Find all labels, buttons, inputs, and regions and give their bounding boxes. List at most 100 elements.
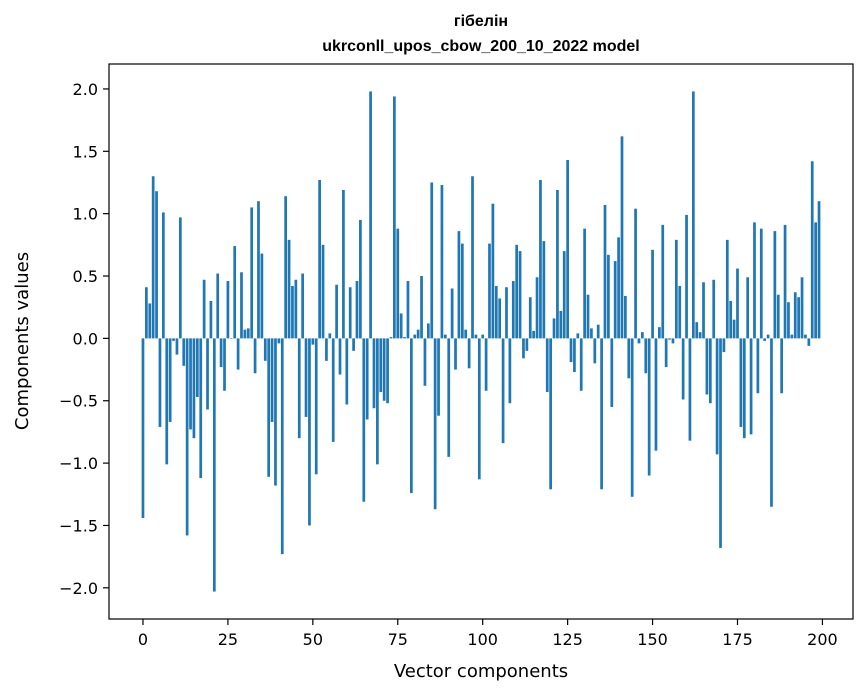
bar <box>267 338 271 477</box>
bar <box>566 160 569 339</box>
chart-title: гібелін <box>454 13 508 30</box>
bar <box>508 338 512 404</box>
bar <box>151 176 155 339</box>
bar <box>787 302 790 339</box>
bar <box>454 338 457 370</box>
bar <box>359 219 362 339</box>
y-tick-label: 0.5 <box>73 267 98 286</box>
y-tick-label: −0.5 <box>59 392 98 411</box>
bar <box>185 338 189 536</box>
y-axis-label: Components values <box>12 252 33 430</box>
x-tick-label: 100 <box>467 630 498 649</box>
bar <box>773 231 777 339</box>
bar <box>501 338 505 444</box>
bar <box>613 261 617 339</box>
bar <box>804 334 807 339</box>
y-tick-label: 1.0 <box>73 205 98 224</box>
bar <box>216 273 220 339</box>
bar <box>155 191 158 339</box>
bar <box>600 338 603 490</box>
bar <box>287 239 291 339</box>
x-tick-label: 150 <box>637 630 668 649</box>
bar <box>708 338 712 404</box>
bar <box>399 313 403 339</box>
bar <box>162 212 165 339</box>
bar <box>817 201 821 339</box>
x-tick-label: 0 <box>138 630 148 649</box>
bar <box>297 338 301 439</box>
bar <box>800 277 804 339</box>
bar <box>301 273 304 339</box>
bar <box>175 338 179 355</box>
bar <box>691 91 695 339</box>
bar <box>376 338 379 465</box>
bar <box>413 334 417 339</box>
bar <box>515 244 519 339</box>
bar <box>488 243 491 339</box>
bar <box>617 237 620 339</box>
bar <box>590 328 593 339</box>
bar <box>148 303 152 339</box>
bar <box>545 338 549 393</box>
bar <box>212 338 216 592</box>
bar <box>260 253 264 339</box>
x-tick-label: 175 <box>722 630 753 649</box>
bar <box>386 338 389 404</box>
bar <box>715 338 719 455</box>
bar <box>542 241 546 339</box>
bar <box>257 201 260 339</box>
bar <box>549 338 552 490</box>
bar <box>233 246 237 339</box>
bar <box>355 281 359 339</box>
bar <box>474 334 478 339</box>
bar <box>471 176 474 339</box>
bar <box>195 338 199 397</box>
bar <box>284 196 288 339</box>
bar <box>369 91 372 339</box>
bar <box>410 338 413 494</box>
bar <box>372 338 376 409</box>
bar <box>729 300 733 339</box>
bar <box>158 338 162 427</box>
bar <box>637 338 641 344</box>
plot-area-frame <box>108 63 854 620</box>
bar <box>776 294 780 339</box>
bar <box>695 322 699 339</box>
bar <box>583 228 586 339</box>
bar <box>810 161 814 339</box>
bar <box>437 338 440 416</box>
bar <box>535 277 539 339</box>
bar <box>630 338 634 497</box>
bar <box>189 338 192 430</box>
bar <box>328 333 332 339</box>
bar <box>522 338 525 359</box>
bar <box>688 338 692 441</box>
bar <box>280 338 284 555</box>
bar <box>236 338 240 370</box>
bar <box>749 338 753 435</box>
bar <box>206 338 209 410</box>
bar <box>403 337 406 339</box>
bar <box>698 332 702 339</box>
bar <box>671 338 675 344</box>
bar <box>494 286 498 339</box>
bar <box>573 338 576 373</box>
bar <box>607 254 610 339</box>
chart-subtitle: ukrconll_upos_cbow_200_10_2022 model <box>322 38 639 55</box>
bar <box>525 338 529 351</box>
bar <box>396 228 400 339</box>
bar <box>610 338 614 407</box>
bar <box>603 204 607 339</box>
bar <box>627 338 631 379</box>
bar <box>807 338 811 346</box>
bar <box>331 338 335 442</box>
bar <box>168 338 172 422</box>
bar <box>569 338 573 363</box>
bar <box>362 338 366 502</box>
bar <box>562 251 566 339</box>
bar <box>681 338 685 400</box>
bar <box>763 338 767 341</box>
bar <box>528 297 532 339</box>
bar <box>426 323 430 339</box>
